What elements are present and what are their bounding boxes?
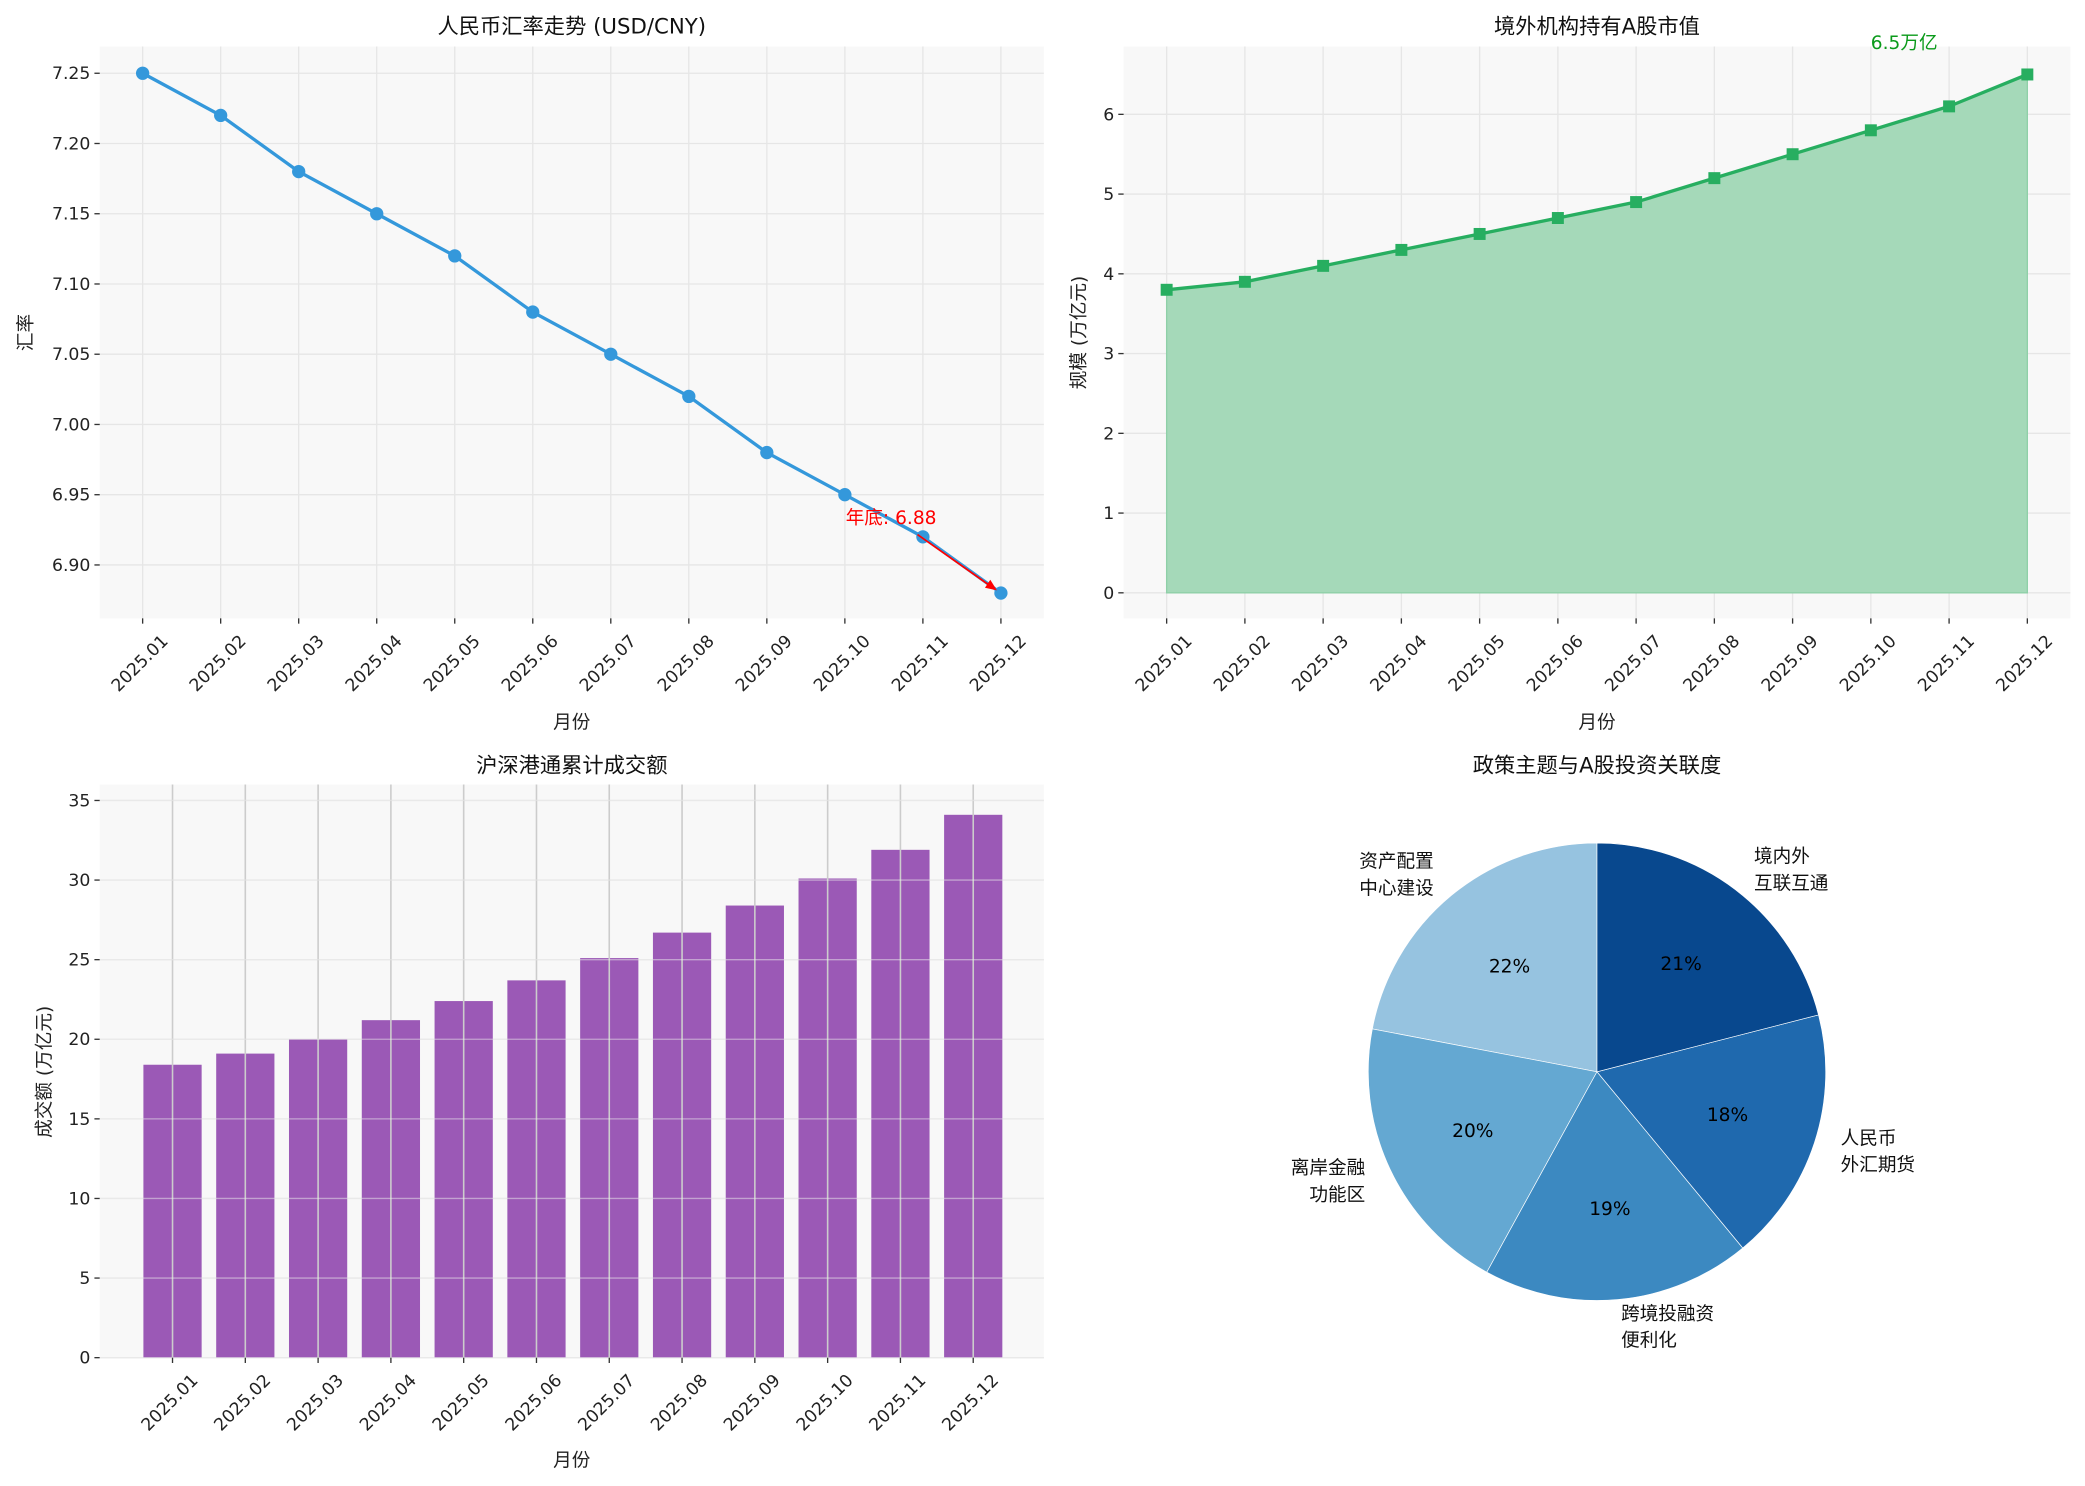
y-tick-label: 20	[68, 1030, 90, 1050]
arrow-head-icon	[984, 579, 997, 591]
annotation-label: 6.5万亿	[1871, 33, 1938, 54]
data-point	[1238, 275, 1251, 288]
slice-label: 跨境投融资	[1621, 1304, 1714, 1325]
data-point	[448, 249, 462, 263]
y-tick-label: 25	[68, 951, 90, 971]
x-axis-label: 月份	[553, 1451, 591, 1472]
y-tick-label: 0	[79, 1349, 90, 1369]
series-line	[141, 71, 1002, 595]
x-axis-label: 月份	[553, 713, 591, 734]
slice-label: 便利化	[1621, 1331, 1677, 1352]
data-point	[838, 488, 852, 502]
slice-label: 功能区	[1309, 1185, 1365, 1206]
data-point	[1864, 124, 1877, 137]
pie-slice	[1371, 842, 1598, 1073]
data-point	[1473, 227, 1486, 240]
y-tick-label: 35	[68, 791, 90, 811]
y-tick-label: 6	[1103, 105, 1114, 125]
chart-title: 沪深港通累计成交额	[476, 754, 667, 779]
connect-turnover-chart: 沪深港通累计成交额 月份 成交额 (万亿元) 05101520253035202…	[35, 754, 1044, 1472]
slice-percent-label: 18%	[1707, 1105, 1748, 1126]
slice-percent-label: 20%	[1452, 1121, 1493, 1142]
y-tick-label: 1	[1103, 504, 1114, 524]
slice-label: 离岸金融	[1291, 1158, 1365, 1179]
y-tick-label: 6.90	[52, 556, 90, 576]
slice-label: 外汇期货	[1841, 1155, 1915, 1176]
chart-title: 人民币汇率走势 (USD/CNY)	[437, 14, 706, 39]
chart-title: 境外机构持有A股市值	[1494, 14, 1700, 39]
y-tick-label: 15	[68, 1110, 90, 1130]
data-point	[370, 207, 384, 221]
y-tick-label: 3	[1103, 345, 1114, 365]
annotation-label: 年底: 6.88	[846, 508, 937, 529]
data-point	[292, 164, 306, 179]
chart-title: 政策主题与A股投资关联度	[1473, 754, 1721, 779]
data-point	[2021, 68, 2034, 81]
y-tick-label: 7.00	[52, 415, 90, 435]
data-point	[1708, 172, 1721, 185]
slice-label: 中心建设	[1359, 878, 1433, 899]
data-point	[994, 586, 1008, 600]
data-point	[135, 66, 150, 80]
data-point	[1160, 283, 1173, 296]
y-tick-label: 7.10	[52, 275, 90, 295]
slice-percent-label: 22%	[1489, 957, 1530, 978]
pie-slice	[1596, 842, 1819, 1073]
y-tick-label: 7.20	[52, 134, 90, 154]
exchange-rate-chart: 人民币汇率走势 (USD/CNY) 月份 汇率 6.90 6.95 7.00 7.05…	[16, 14, 1044, 734]
slice-label: 互联互通	[1754, 873, 1829, 894]
data-point	[604, 347, 618, 361]
pie-slice	[1486, 1071, 1744, 1301]
y-axis-label: 规模 (万亿元)	[1069, 276, 1090, 389]
slice-label: 资产配置	[1359, 852, 1433, 873]
y-tick-label: 0	[1103, 584, 1114, 604]
slice-label: 境内外	[1754, 847, 1810, 868]
slice-percent-label: 19%	[1589, 1199, 1630, 1220]
series-line	[1166, 72, 2028, 292]
y-tick-label: 7.25	[52, 64, 90, 84]
data-point	[1630, 196, 1643, 209]
pie-slice	[1596, 1014, 1827, 1249]
y-tick-label: 7.05	[52, 345, 90, 365]
y-tick-label: 5	[1103, 185, 1114, 205]
data-point	[760, 445, 774, 460]
y-tick-label: 7.15	[52, 205, 90, 225]
data-point	[1395, 243, 1408, 256]
slice-label: 人民币	[1841, 1128, 1897, 1149]
data-point	[1551, 212, 1564, 224]
data-point	[526, 305, 540, 319]
y-tick-label: 4	[1103, 265, 1114, 285]
y-tick-label: 2	[1103, 424, 1114, 444]
y-tick-label: 30	[68, 871, 90, 891]
pie-slice	[1368, 1028, 1598, 1273]
slice-percent-label: 21%	[1660, 954, 1701, 975]
y-tick-label: 10	[68, 1189, 90, 1209]
y-tick-label: 5	[79, 1269, 90, 1289]
data-point	[1786, 148, 1799, 161]
data-point	[214, 108, 228, 123]
y-axis-label: 成交额 (万亿元)	[35, 1006, 56, 1138]
data-point	[682, 389, 696, 404]
y-tick-label: 6.95	[52, 486, 90, 506]
annotation-arrow	[917, 533, 994, 589]
data-point	[1943, 100, 1956, 113]
x-axis-label: 月份	[1578, 713, 1616, 734]
y-axis-label: 汇率	[16, 314, 37, 351]
data-point	[1317, 259, 1330, 272]
